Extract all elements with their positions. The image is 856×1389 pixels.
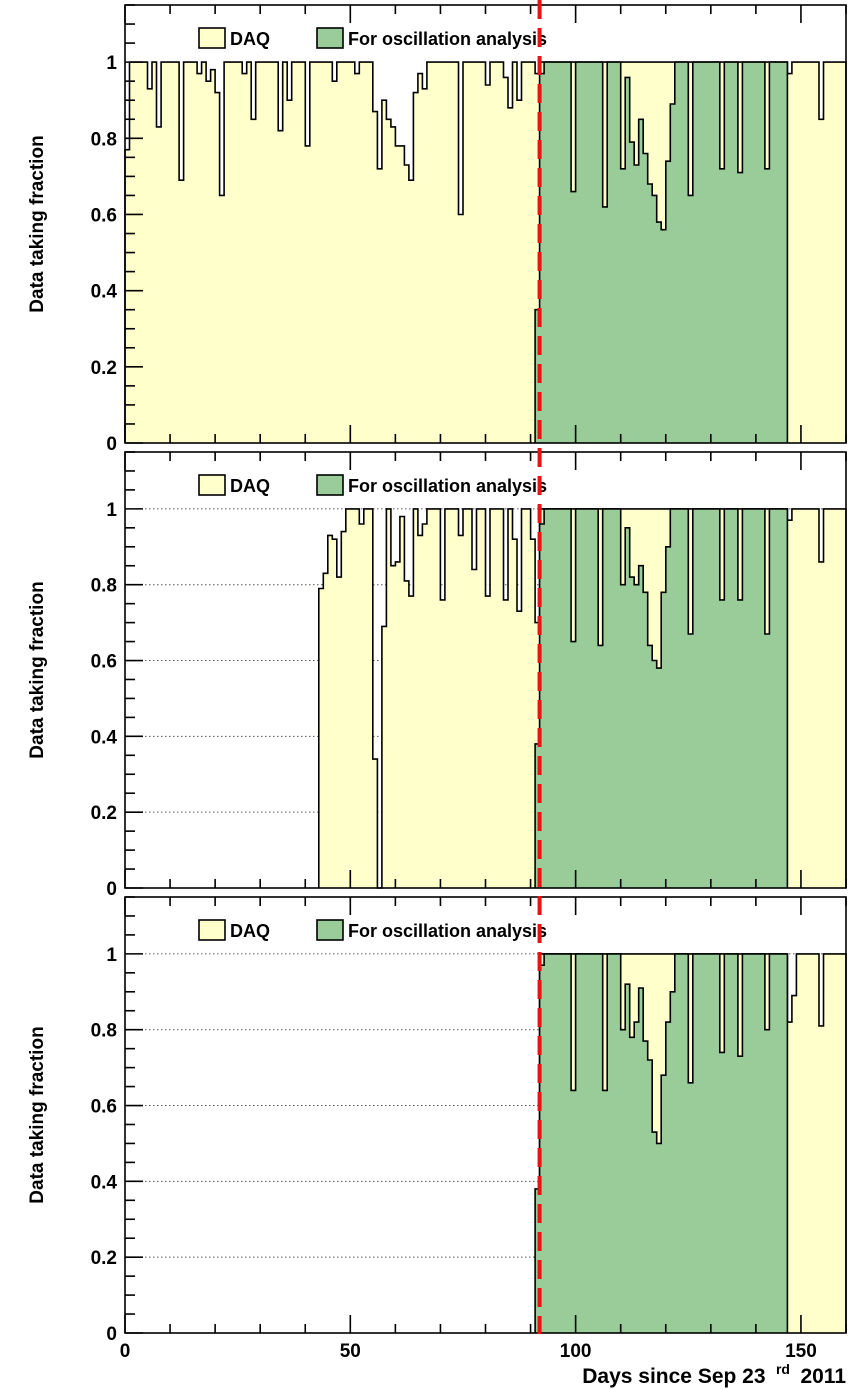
y-tick-label: 0.6 — [91, 205, 117, 226]
x-tick-label: 50 — [340, 1341, 361, 1362]
legend-item-osc: For oscillation analysis — [316, 27, 547, 49]
y-tick-label: 0 — [106, 879, 117, 900]
daq-outline — [124, 61, 847, 443]
legend-label-osc: For oscillation analysis — [348, 921, 547, 941]
y-axis-label: Data taking fraction — [27, 1026, 48, 1203]
legend-swatch-osc — [316, 919, 344, 941]
x-axis-title-superscript: rd — [776, 1361, 790, 1377]
y-tick-label: 0.6 — [91, 1097, 117, 1118]
oscillation-outline — [534, 61, 789, 443]
y-tick-label: 0.4 — [91, 727, 118, 748]
y-tick-label: 0.8 — [91, 129, 117, 150]
y-tick-label: 1 — [106, 945, 117, 966]
x-axis-title-main: Days since Sep 23 — [582, 1365, 765, 1388]
legend-label-daq: DAQ — [230, 921, 270, 941]
legend-item-osc: For oscillation analysis — [316, 919, 547, 941]
panels-layer: 0 0.2 0.4 0.6 0.8 1 Data taking fraction DAQ For… — [27, 4, 847, 1345]
y-tick-label: 0.2 — [91, 358, 117, 379]
y-tick-label: 0.8 — [91, 1021, 117, 1042]
y-tick-label: 0.4 — [91, 282, 118, 303]
legend-item-osc: For oscillation analysis — [316, 474, 547, 496]
x-tick-label: 150 — [785, 1341, 817, 1362]
legend-swatch-daq — [198, 919, 226, 941]
legend: DAQ For oscillation analysis — [198, 474, 547, 496]
x-axis-title: Days since Sep 23 rd 2011 — [582, 1361, 846, 1388]
x-tick-label: 100 — [560, 1341, 592, 1362]
y-tick-label: 0.4 — [91, 1172, 118, 1193]
panel-1: 0 0.2 0.4 0.6 0.8 1 Data taking fraction DAQ For… — [27, 4, 847, 455]
legend-item-daq: DAQ — [198, 27, 270, 49]
shared-x-axis: 0 50 100 150 — [120, 1341, 817, 1362]
oscillation-outline — [534, 953, 789, 1333]
legend-label-daq: DAQ — [230, 476, 270, 496]
legend-label-osc: For oscillation analysis — [348, 476, 547, 496]
legend-item-daq: DAQ — [198, 474, 270, 496]
legend: DAQ For oscillation analysis — [198, 919, 547, 941]
y-tick-label: 1 — [106, 500, 117, 521]
y-axis-label: Data taking fraction — [27, 135, 48, 312]
daq-outline — [318, 508, 847, 889]
legend-label-osc: For oscillation analysis — [348, 29, 547, 49]
y-tick-label: 0 — [106, 434, 117, 455]
legend-swatch-osc — [316, 474, 344, 496]
y-tick-label: 0.2 — [91, 1248, 117, 1269]
legend-swatch-daq — [198, 27, 226, 49]
legend-item-daq: DAQ — [198, 919, 270, 941]
panel-2: 0 0.2 0.4 0.6 0.8 1 Data taking fraction DAQ For… — [27, 451, 847, 900]
y-tick-label: 0.6 — [91, 652, 117, 673]
x-axis-title-year: 2011 — [800, 1365, 846, 1388]
y-tick-label: 1 — [106, 53, 117, 74]
panel-3: 0 0.2 0.4 0.6 0.8 1 Data taking fraction DAQ For… — [27, 896, 847, 1345]
y-tick-label: 0.2 — [91, 803, 117, 824]
legend-swatch-osc — [316, 27, 344, 49]
legend: DAQ For oscillation analysis — [198, 27, 547, 49]
y-tick-label: 0 — [106, 1324, 117, 1345]
oscillation-outline — [534, 508, 789, 888]
x-tick-label: 0 — [120, 1341, 131, 1362]
legend-swatch-daq — [198, 474, 226, 496]
y-tick-label: 0.8 — [91, 576, 117, 597]
legend-label-daq: DAQ — [230, 29, 270, 49]
y-axis-label: Data taking fraction — [27, 581, 48, 758]
daq-outline — [538, 953, 847, 1333]
